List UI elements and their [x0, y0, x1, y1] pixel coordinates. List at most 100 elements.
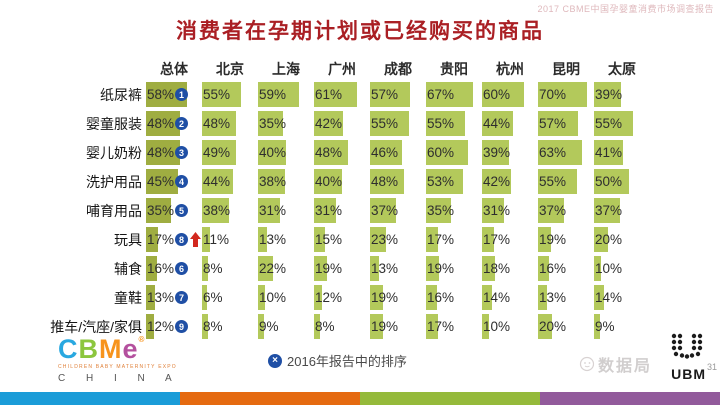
value-text: 42%: [315, 116, 343, 131]
bottom-color-strip: [0, 392, 720, 405]
value-cell: 13%: [258, 227, 314, 252]
value-bar: [538, 198, 564, 223]
value-cell: 19%: [370, 314, 426, 339]
column-header: 太原: [608, 60, 636, 77]
value-text: 40%: [259, 145, 287, 160]
value-cell: 42%: [314, 111, 370, 136]
strip-segment: [0, 392, 180, 405]
value-bar: [426, 169, 464, 194]
value-text: 17%: [427, 319, 455, 334]
rank-badge: 6: [175, 262, 189, 275]
value-cell: 37%: [594, 198, 650, 223]
value-cell: 46%: [370, 140, 426, 165]
page-title: 消费者在孕期计划或已经购买的商品: [176, 20, 544, 43]
total-cell: 45% 4: [146, 169, 202, 194]
value-cell: 61%: [314, 82, 370, 107]
rank-badge: 4: [175, 175, 189, 188]
value-text: 31%: [259, 203, 287, 218]
total-cell: 48% 2: [146, 111, 202, 136]
value-text: 57%: [371, 87, 399, 102]
ubm-dots-icon: [671, 333, 703, 359]
value-text: 38%: [259, 174, 287, 189]
value-text: 22%: [259, 261, 287, 276]
value-text: 55%: [203, 87, 231, 102]
column-header: 杭州: [496, 60, 524, 77]
value-bar: [258, 82, 300, 107]
value-text: 48%: [371, 174, 399, 189]
value-bar: [426, 314, 438, 339]
value-text: 10%: [483, 319, 511, 334]
value-text: 42%: [483, 174, 511, 189]
row-label: 纸尿裤: [100, 86, 142, 103]
data-table: 总体 北京 上海 广州 成都 贵阳 杭州 昆明 太原 纸尿裤 58% 1 55% 59% 61% 57% 67…: [2, 57, 650, 341]
rank-badge: 7: [175, 291, 189, 304]
total-cell: 12% 9: [146, 314, 202, 339]
value-text: 17%: [427, 232, 455, 247]
value-text: 39%: [595, 87, 623, 102]
cbme-tagline: CHILDREN BABY MATERNITY EXPO: [58, 364, 177, 370]
value-cell: 19%: [538, 227, 594, 252]
table-row: 婴童服装 48% 2 48% 35% 42% 55% 55% 44% 57% 55%: [2, 109, 650, 138]
value-bar: [258, 285, 265, 310]
value-bar: [426, 140, 468, 165]
cbme-country: C H I N A: [58, 373, 181, 384]
value-bar: [258, 169, 285, 194]
value-bar: [202, 111, 236, 136]
value-bar: [146, 314, 155, 339]
value-text: 48% 2: [146, 116, 189, 131]
value-cell: 57%: [538, 111, 594, 136]
value-cell: 35%: [258, 111, 314, 136]
value-cell: 59%: [258, 82, 314, 107]
value-cell: 8%: [202, 256, 258, 281]
value-text: 6%: [203, 290, 223, 305]
value-bar: [594, 140, 623, 165]
column-header: 上海: [272, 60, 300, 77]
row-label: 童鞋: [114, 289, 142, 306]
value-bar: [538, 111, 578, 136]
value-text: 19%: [539, 232, 567, 247]
value-cell: 6%: [202, 285, 258, 310]
value-text: 19%: [315, 261, 343, 276]
page-number: 31: [706, 362, 717, 372]
value-bar: [482, 198, 504, 223]
strip-segment: [540, 392, 720, 405]
column-header: 总体: [160, 60, 188, 77]
cbme-logo-letters: CBMe®: [58, 336, 181, 363]
value-text: 20%: [595, 232, 623, 247]
value-bar: [482, 169, 512, 194]
value-text: 17% 8: [146, 232, 202, 247]
value-bar: [538, 82, 587, 107]
value-text: 16% 6: [146, 261, 189, 276]
value-bar: [426, 198, 451, 223]
row-label: 辅食: [114, 260, 142, 277]
value-text: 40%: [315, 174, 343, 189]
table-row: 玩具 17% 8 11% 13% 15% 23% 17% 17% 19% 20%: [2, 225, 650, 254]
value-bar: [538, 314, 552, 339]
value-cell: 17%: [426, 314, 482, 339]
value-cell: 8%: [314, 314, 370, 339]
rank-badge: 1: [175, 88, 189, 101]
value-bar: [482, 140, 510, 165]
value-text: 37%: [595, 203, 623, 218]
value-cell: 55%: [370, 111, 426, 136]
table-row: 婴儿奶粉 48% 3 49% 40% 48% 46% 60% 39% 63% 41%: [2, 138, 650, 167]
value-text: 37%: [371, 203, 399, 218]
value-text: 35%: [427, 203, 455, 218]
value-text: 57%: [539, 116, 567, 131]
value-text: 19%: [427, 261, 455, 276]
value-text: 44%: [203, 174, 231, 189]
value-cell: 12%: [314, 285, 370, 310]
cbme-logo: CBMe® CHILDREN BABY MATERNITY EXPO C H I…: [58, 336, 181, 384]
strip-segment: [360, 392, 540, 405]
value-bar: [594, 198, 620, 223]
column-header: 北京: [216, 60, 244, 77]
value-text: 37%: [539, 203, 567, 218]
value-text: 41%: [595, 145, 623, 160]
value-bar: [146, 111, 180, 136]
value-text: 23%: [371, 232, 399, 247]
value-bar: [314, 285, 323, 310]
value-cell: 23%: [370, 227, 426, 252]
ubm-label: UBM: [671, 366, 706, 382]
table-row: 童鞋 13% 7 6% 10% 12% 19% 16% 14% 13% 14%: [2, 283, 650, 312]
